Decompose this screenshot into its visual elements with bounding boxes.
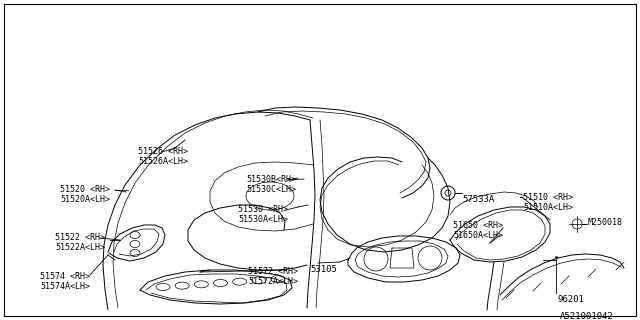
Text: 51530C<LH>: 51530C<LH> bbox=[246, 185, 296, 194]
Text: 51526A<LH>: 51526A<LH> bbox=[138, 157, 188, 166]
Text: M250018: M250018 bbox=[588, 218, 623, 227]
Text: 51650A<LH>: 51650A<LH> bbox=[453, 231, 503, 240]
Text: 51530B<RH>: 51530B<RH> bbox=[246, 175, 296, 184]
Text: 96201: 96201 bbox=[558, 295, 585, 304]
Text: 53105: 53105 bbox=[310, 265, 337, 274]
Text: 51510 <RH>: 51510 <RH> bbox=[523, 193, 573, 202]
Text: 51522A<LH>: 51522A<LH> bbox=[55, 243, 105, 252]
Text: 51650 <RH>: 51650 <RH> bbox=[453, 221, 503, 230]
Text: 51574 <RH>: 51574 <RH> bbox=[40, 272, 90, 281]
Text: 51530 <RH>: 51530 <RH> bbox=[238, 205, 288, 214]
Text: 51526 <RH>: 51526 <RH> bbox=[138, 147, 188, 156]
Text: 51574A<LH>: 51574A<LH> bbox=[40, 282, 90, 291]
Text: 51520A<LH>: 51520A<LH> bbox=[60, 195, 110, 204]
Text: 51520 <RH>: 51520 <RH> bbox=[60, 185, 110, 194]
Text: 51530A<LH>: 51530A<LH> bbox=[238, 215, 288, 224]
Text: 51572A<LH>: 51572A<LH> bbox=[248, 277, 298, 286]
Text: 57533A: 57533A bbox=[462, 195, 494, 204]
Text: 51510A<LH>: 51510A<LH> bbox=[523, 203, 573, 212]
Text: 51572 <RH>: 51572 <RH> bbox=[248, 267, 298, 276]
Text: A521001042: A521001042 bbox=[560, 312, 614, 320]
Text: 51522 <RH>: 51522 <RH> bbox=[55, 233, 105, 242]
